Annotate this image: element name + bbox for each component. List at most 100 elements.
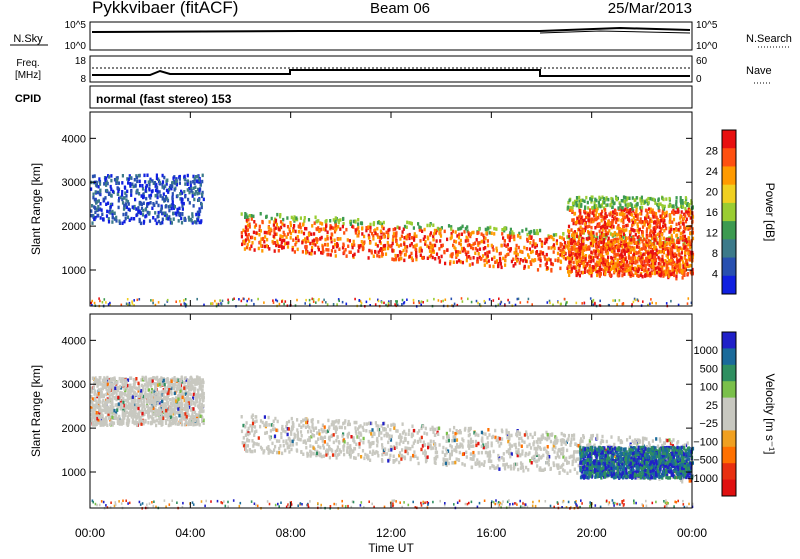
clutter-cell [323,299,325,302]
echo-cell [532,250,534,254]
echo-cell [590,242,592,246]
echo-cell [641,240,643,244]
clutter-cell [279,303,281,306]
echo-cell [600,235,602,239]
echo-cell [449,262,451,266]
echo-cell [567,247,569,251]
echo-cell [91,400,93,404]
echo-cell [98,400,100,404]
clutter-cell [633,301,635,304]
echo-cell [660,262,662,266]
echo-cell [158,211,160,215]
echo-cell [585,257,587,261]
echo-cell [642,231,644,235]
nsky-label: N.Sky [13,33,43,45]
echo-cell [143,174,145,178]
echo-cell [137,403,139,407]
echo-cell [582,256,584,260]
echo-cell [660,250,662,254]
nsky-tick-bottom: 10^0 [65,41,87,52]
echo-cell [507,243,509,247]
echo-cell [199,423,201,427]
echo-cell [469,263,471,267]
echo-cell [109,394,111,398]
echo-cell [202,378,204,382]
echo-cell [141,184,143,188]
echo-cell [483,259,485,263]
echo-cell [472,247,474,251]
echo-cell [656,249,658,253]
nave-tick-top: 60 [696,56,708,67]
echo-cell [529,247,531,251]
echo-cell [181,406,183,410]
echo-cell [283,239,285,243]
echo-cell [189,201,191,205]
echo-cell [105,383,107,387]
echo-cell [669,242,671,246]
echo-cell [200,393,202,397]
echo-cell [182,396,184,400]
clutter-cell [406,299,408,302]
echo-cell [128,202,130,206]
echo-cell [595,214,597,218]
colorbar-segment [722,239,736,258]
echo-cell [305,251,307,255]
echo-cell [159,190,161,194]
echo-cell [148,408,150,412]
echo-cell [98,388,100,392]
echo-cell [470,232,472,236]
echo-cell [293,224,295,228]
echo-cell [199,188,201,192]
echo-cell [317,219,319,223]
echo-cell [181,423,183,427]
echo-cell [105,411,107,415]
echo-cell [672,245,674,249]
clutter-cell [433,298,435,301]
echo-cell [183,190,185,194]
echo-cell [648,256,650,260]
echo-cell [149,391,151,395]
echo-cell [584,200,586,204]
echo-cell [180,410,182,414]
echo-cell [685,210,687,214]
echo-cell [438,231,440,235]
echo-cell [198,213,200,217]
echo-cell [139,410,141,414]
echo-cell [197,175,199,179]
echo-cell [308,232,310,236]
echo-cell [622,211,624,215]
echo-cell [601,250,603,254]
echo-cell [592,241,594,245]
echo-cell [656,223,658,227]
echo-cell [155,189,157,193]
echo-cell [201,206,203,210]
echo-cell [678,248,680,252]
echo-cell [326,253,328,257]
echo-cell [93,382,95,386]
echo-cell [400,257,402,261]
echo-cell [660,219,662,223]
echo-cell [659,258,661,262]
echo-cell [609,273,611,277]
echo-cell [92,193,94,197]
echo-cell [627,264,629,268]
echo-cell [478,227,480,231]
echo-cell [368,256,370,260]
echo-cell [376,227,378,231]
clutter-cell [246,300,248,303]
echo-cell [662,198,664,202]
echo-cell [675,275,677,279]
echo-cell [676,223,678,227]
echo-cell [509,249,511,253]
echo-cell [167,391,169,395]
echo-cell [266,244,268,248]
echo-cell [322,245,324,249]
echo-cell [578,204,580,208]
echo-cell [137,399,139,403]
echo-cell [680,214,682,218]
echo-cell [331,249,333,253]
clutter-cell [327,303,329,306]
echo-cell [393,232,395,236]
clutter-cell [283,303,285,306]
